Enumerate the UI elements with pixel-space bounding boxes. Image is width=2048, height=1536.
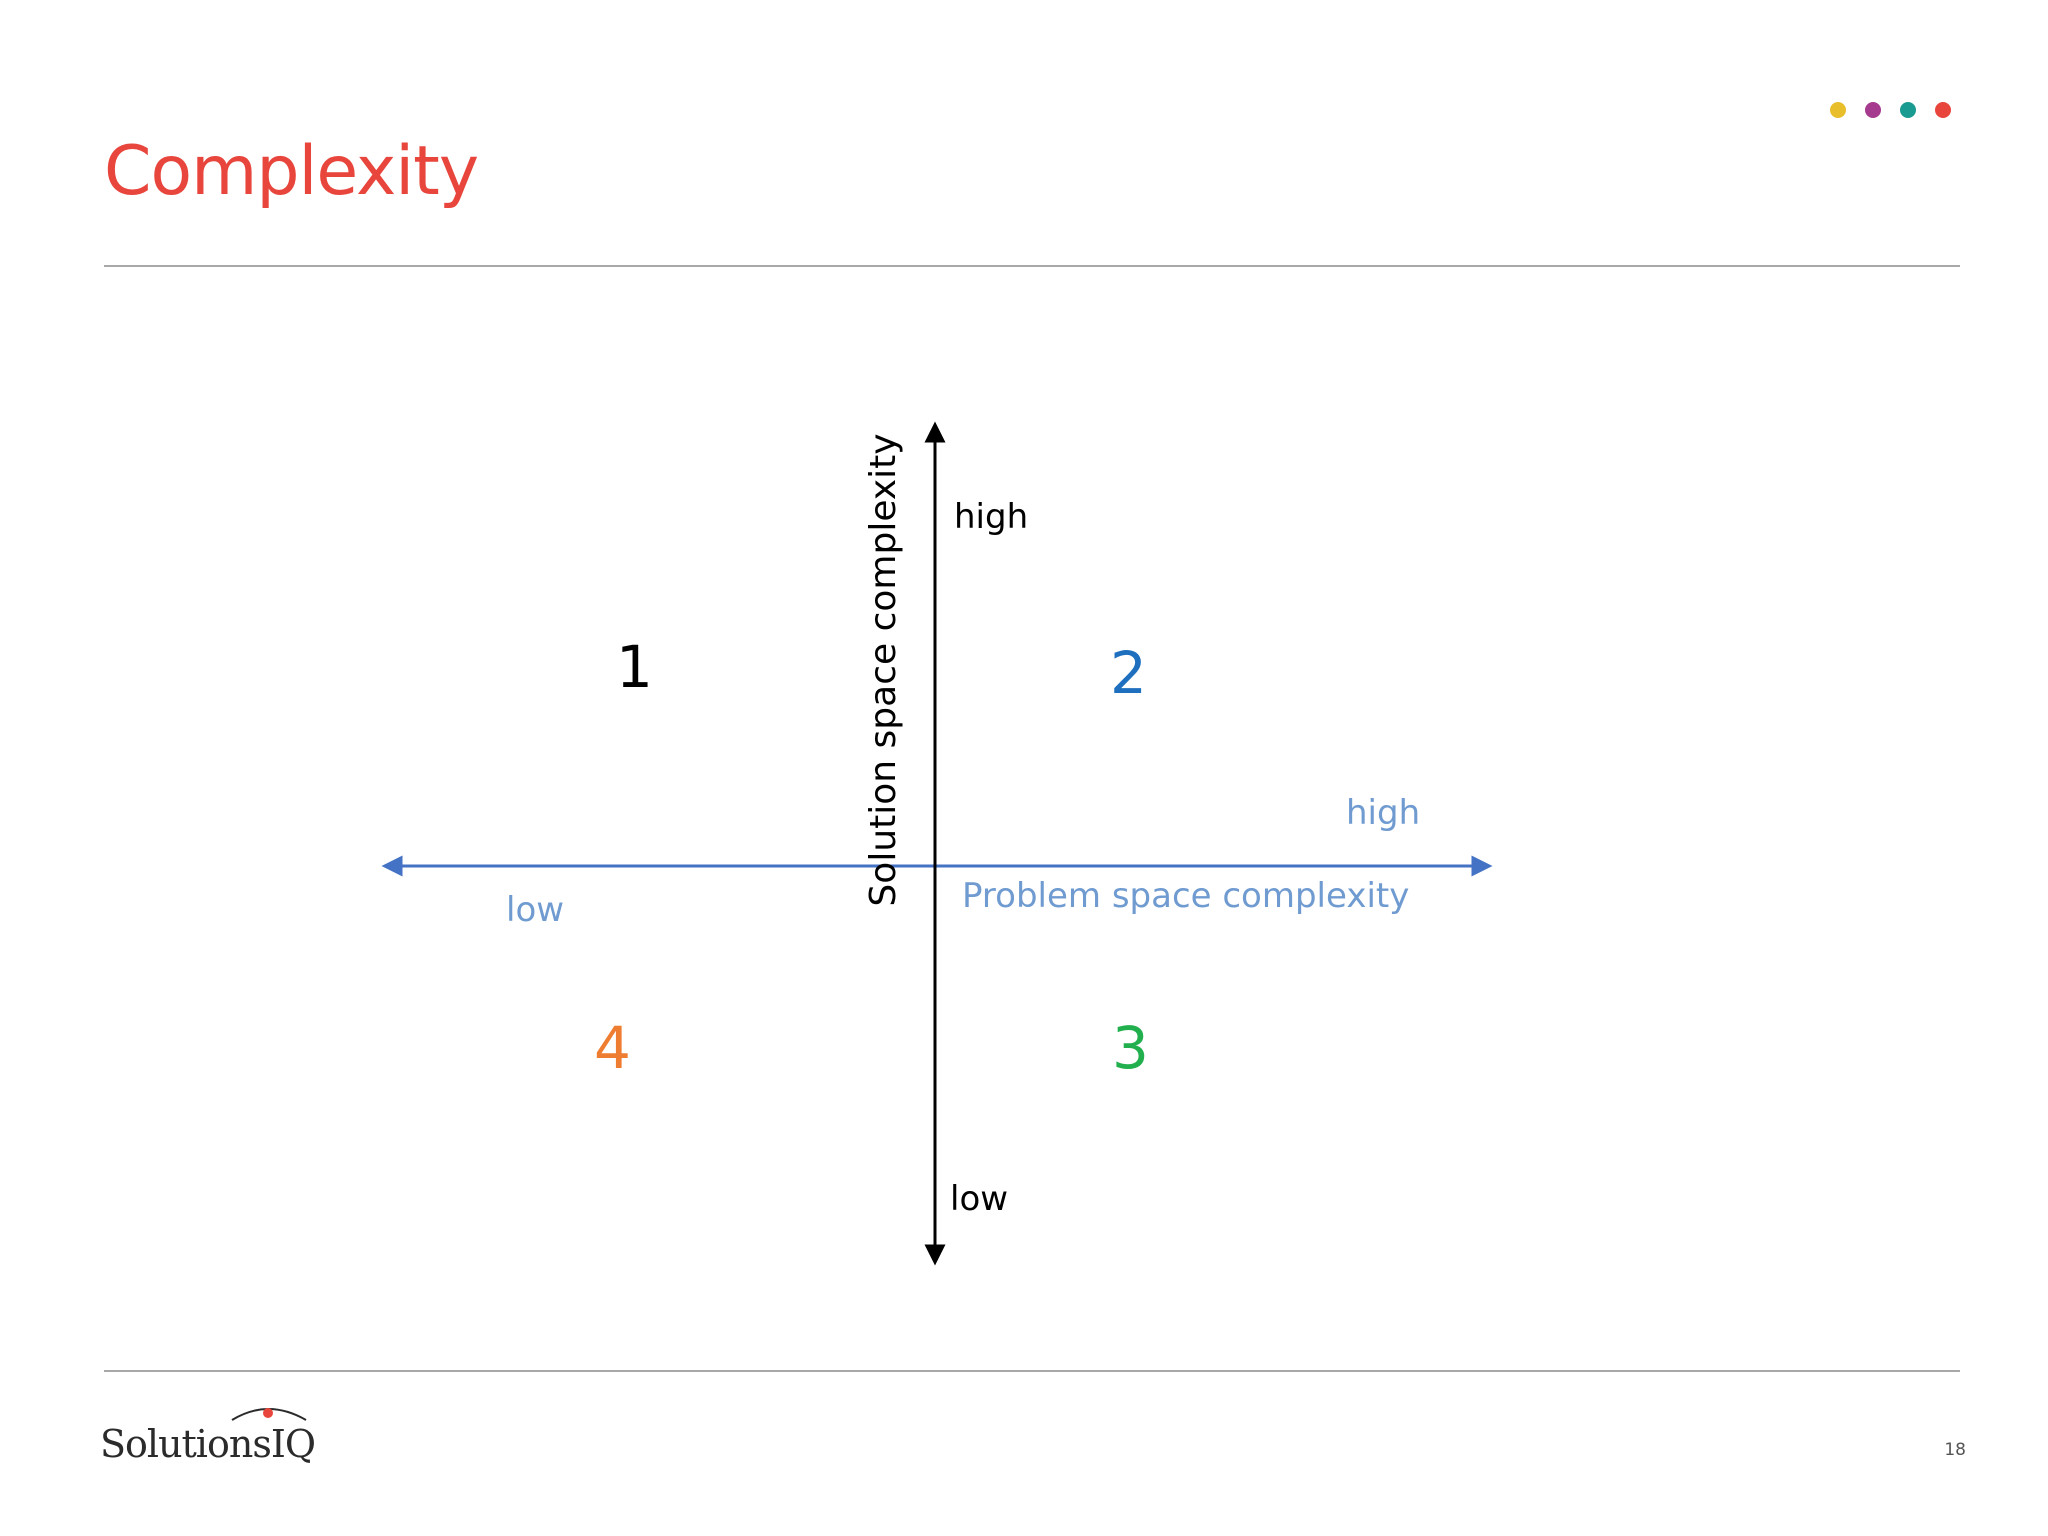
logo-arc-icon [231, 1408, 307, 1421]
horizontal-axis-low-label: low [506, 890, 564, 930]
vertical-axis-low-label: low [950, 1179, 1008, 1219]
page-number: 18 [1944, 1440, 1966, 1460]
horizontal-axis-title: Problem space complexity [962, 876, 1409, 916]
quadrant-3-label: 3 [1112, 1014, 1149, 1082]
accent-dot-yellow [1830, 102, 1846, 118]
footer-divider [104, 1370, 1960, 1372]
vertical-axis-title: Solution space complexity [863, 433, 904, 906]
vertical-axis-high-label: high [954, 497, 1028, 537]
accent-dot-teal [1900, 102, 1916, 118]
quadrant-1-label: 1 [616, 633, 653, 701]
company-logo: SolutionsIQ [100, 1400, 320, 1470]
accent-dots [1830, 102, 1951, 118]
slide-title: Complexity [104, 132, 479, 211]
logo-text: SolutionsIQ [100, 1422, 316, 1466]
accent-dot-red [1935, 102, 1951, 118]
quadrant-2-label: 2 [1110, 639, 1147, 707]
accent-dot-purple [1865, 102, 1881, 118]
quadrant-4-label: 4 [594, 1014, 631, 1082]
header-divider [104, 265, 1960, 267]
horizontal-axis-high-label: high [1346, 793, 1420, 833]
